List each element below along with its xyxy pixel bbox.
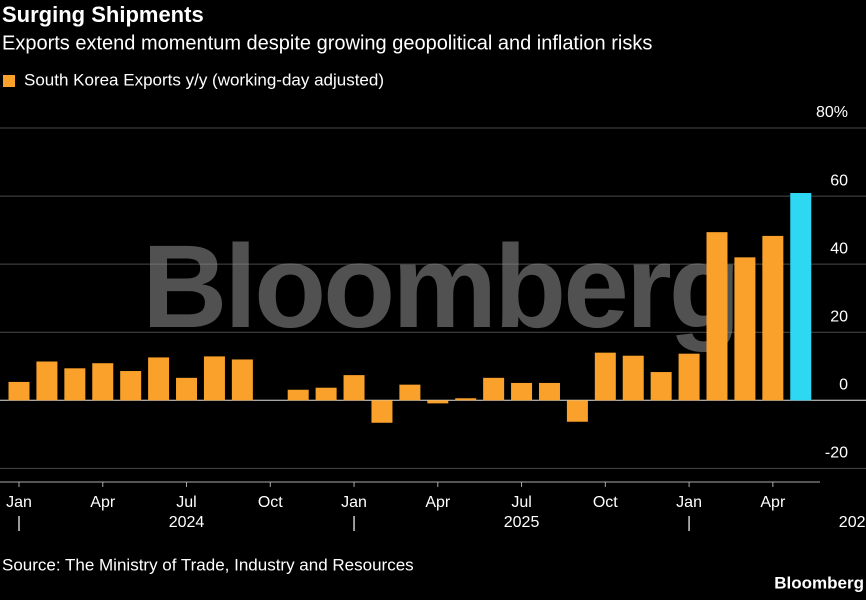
x-tick-label: Apr — [425, 494, 451, 511]
year-label: 2026 — [839, 514, 866, 531]
bar — [8, 381, 30, 401]
bar — [706, 232, 728, 401]
y-tick-label: 60 — [830, 172, 848, 189]
bar — [148, 357, 170, 401]
y-tick-label: 0 — [839, 377, 848, 394]
bar — [287, 389, 309, 401]
bar — [64, 368, 86, 401]
source: Source: The Ministry of Trade, Industry … — [2, 555, 414, 574]
bar — [176, 377, 198, 401]
x-tick-label: Apr — [90, 494, 116, 511]
year-label: 2024 — [169, 514, 205, 531]
watermark: Bloomberg — [142, 221, 738, 353]
bar — [371, 400, 393, 423]
bar — [483, 377, 505, 401]
x-tick-label: Oct — [258, 494, 283, 511]
bar — [678, 353, 700, 401]
y-tick-label: 80% — [816, 104, 848, 121]
year-label: 2025 — [504, 514, 540, 531]
bar — [92, 363, 114, 401]
chart-title: Surging Shipments — [2, 2, 204, 27]
y-tick-label: 40 — [830, 240, 848, 257]
bar — [120, 371, 142, 401]
bar — [511, 382, 533, 401]
bar — [315, 387, 337, 401]
bar — [790, 193, 812, 401]
bar — [231, 359, 253, 401]
x-tick-label: Jan — [341, 494, 367, 511]
bar — [538, 382, 560, 401]
bar — [36, 361, 58, 401]
bar — [762, 235, 784, 401]
legend-swatch — [3, 75, 15, 87]
bar — [343, 375, 365, 401]
x-tick-label: Jan — [676, 494, 702, 511]
x-tick-label: Oct — [593, 494, 618, 511]
bar — [427, 400, 449, 404]
x-tick-label: Apr — [760, 494, 786, 511]
bar — [622, 355, 644, 401]
legend-label: South Korea Exports y/y (working-day adj… — [24, 70, 384, 89]
bar — [399, 384, 421, 401]
bar — [594, 352, 616, 401]
y-tick-label: -20 — [825, 445, 848, 462]
x-tick-label: Jan — [6, 494, 32, 511]
chart-subtitle: Exports extend momentum despite growing … — [2, 32, 652, 54]
bar — [650, 372, 672, 401]
brand: Bloomberg — [774, 573, 864, 592]
bar — [455, 398, 477, 401]
bar — [566, 400, 588, 422]
bar — [734, 257, 756, 401]
bar — [203, 356, 225, 401]
x-tick-label: Jul — [176, 494, 196, 511]
y-tick-label: 20 — [830, 308, 848, 325]
x-tick-label: Jul — [511, 494, 531, 511]
